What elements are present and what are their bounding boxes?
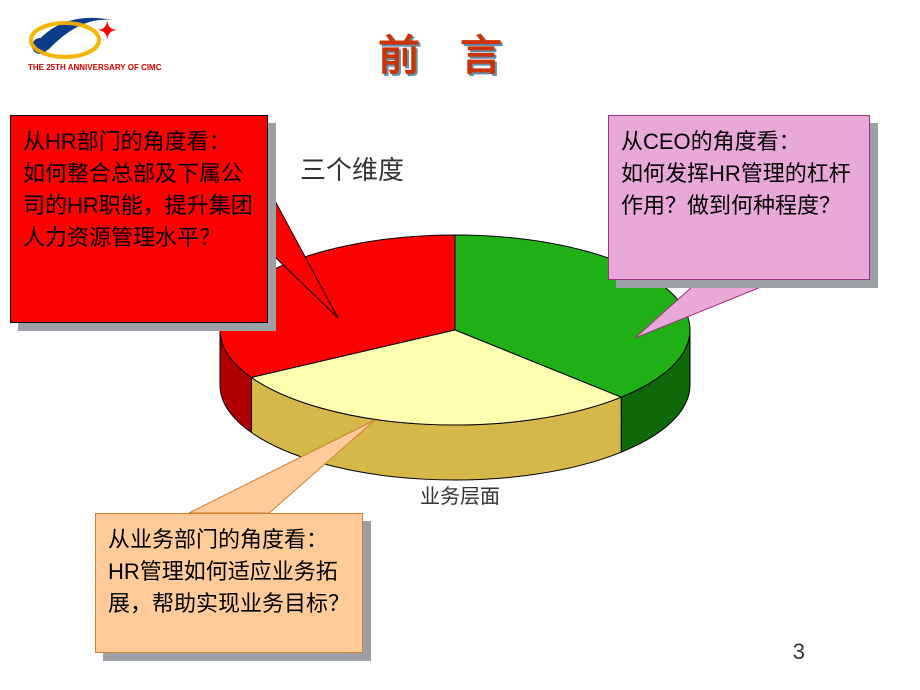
callout-biz: 从业务部门的角度看：HR管理如何适应业务拓展，帮助实现业务目标？ xyxy=(95,513,363,653)
page-number: 3 xyxy=(793,639,805,665)
callout-biz-text: 从业务部门的角度看：HR管理如何适应业务拓展，帮助实现业务目标？ xyxy=(108,527,350,616)
